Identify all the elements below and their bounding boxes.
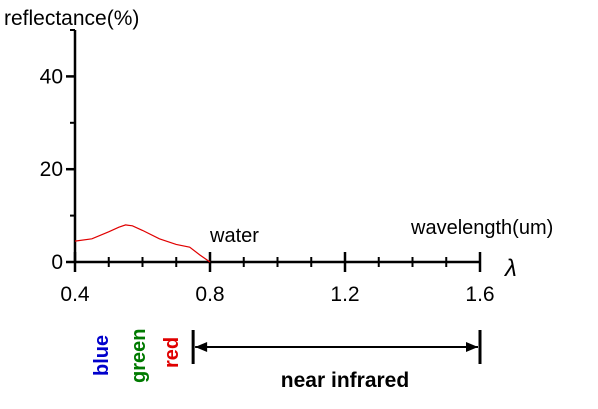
lambda-symbol: λ (503, 255, 517, 282)
x-tick-label: 0.4 (60, 283, 90, 306)
near-infrared-label: near infrared (281, 369, 409, 392)
y-ticks: 0 20 40 (40, 29, 75, 274)
band-label-blue: blue (91, 335, 113, 376)
x-axis-label: wavelength(um) (410, 217, 553, 239)
nir-arrow-right (466, 342, 478, 352)
x-tick-label: 1.6 (465, 283, 494, 306)
y-tick-label: 0 (51, 251, 63, 274)
y-tick-label: 40 (40, 65, 63, 88)
nir-arrow-left (195, 342, 208, 352)
x-ticks: 0.4 0.8 1.2 1.6 (60, 252, 495, 306)
x-tick-label: 1.2 (330, 283, 359, 306)
water-series-label: water (209, 225, 259, 247)
y-tick-label: 20 (40, 158, 63, 181)
x-tick-label: 0.8 (195, 283, 224, 306)
band-label-red: red (161, 337, 183, 368)
band-label-green: green (128, 329, 150, 383)
y-axis-label: reflectance(%) (4, 7, 139, 30)
water-reflectance-line (74, 224, 211, 263)
